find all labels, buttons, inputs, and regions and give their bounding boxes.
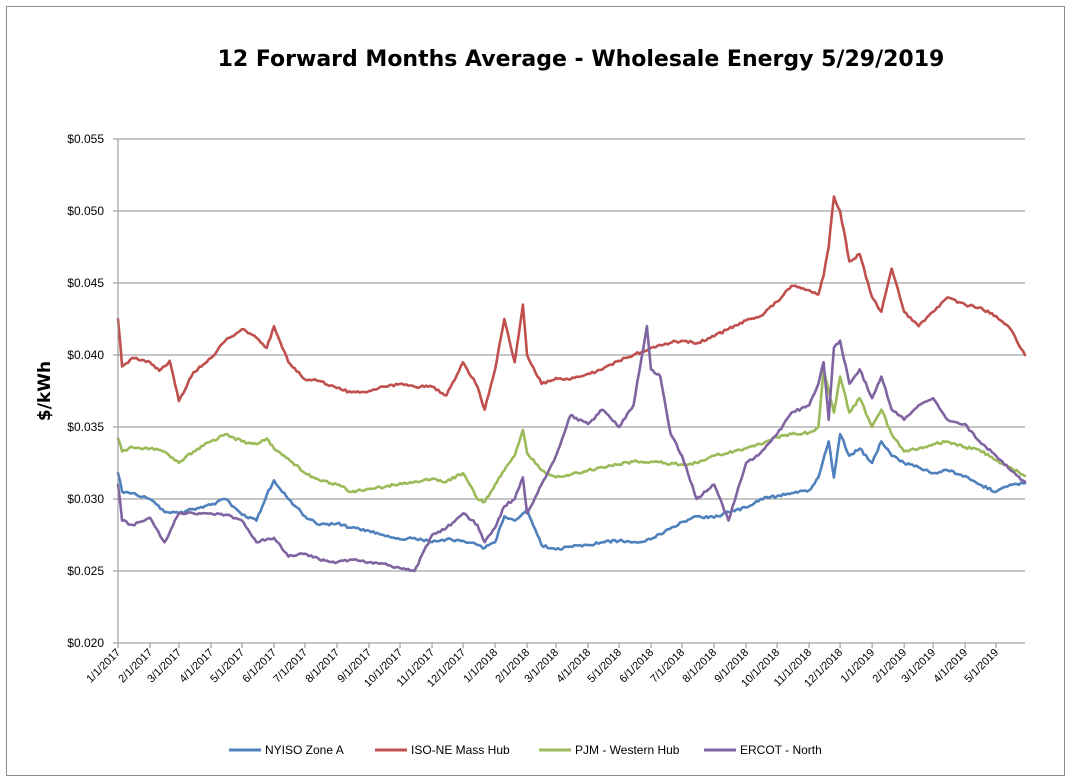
y-tick-label: $0.025	[67, 564, 104, 578]
y-tick-label: $0.045	[67, 276, 104, 290]
y-tick-label: $0.030	[67, 492, 104, 506]
legend-label: ERCOT - North	[740, 743, 822, 757]
x-tick-label: 8/1/2017	[303, 647, 342, 686]
x-tick-label: 5/1/2019	[962, 647, 1001, 686]
y-tick-label: $0.055	[67, 132, 104, 146]
axes	[117, 139, 1025, 644]
x-tick-label: 1/1/2017	[84, 647, 123, 686]
legend-label: PJM - Western Hub	[575, 743, 680, 757]
x-tick-label: 5/1/2017	[208, 647, 247, 686]
y-tick-label: $0.050	[67, 204, 104, 218]
grid-lines	[118, 138, 1025, 644]
series-line-1	[116, 432, 1027, 551]
x-tick-label: 1/1/2018	[461, 647, 500, 686]
series-line-2	[116, 195, 1027, 411]
x-tick-label: 7/1/2017	[271, 647, 310, 686]
x-tick-label: 1/1/2019	[838, 647, 877, 686]
legend-label: ISO-NE Mass Hub	[411, 743, 510, 757]
chart-frame	[6, 6, 1065, 776]
y-axis-label: $/kWh	[35, 361, 55, 421]
chart-title: 12 Forward Months Average - Wholesale En…	[218, 47, 945, 72]
series-line-3	[116, 368, 1027, 504]
y-tick-label: $0.040	[67, 348, 104, 362]
y-tick-label: $0.020	[67, 636, 104, 650]
x-tick-label: 8/1/2018	[680, 647, 719, 686]
x-axis-ticks: 1/1/20172/1/20173/1/20174/1/20175/1/2017…	[84, 643, 1001, 690]
y-axis-ticks: $0.020 $0.025 $0.030 $0.035 $0.040 $0.045 $0.0…	[67, 132, 118, 650]
legend-label: NYISO Zone A	[265, 743, 344, 757]
x-tick-label: 5/1/2018	[585, 647, 624, 686]
series-line-4	[116, 324, 1027, 573]
x-tick-label: 7/1/2018	[648, 647, 687, 686]
y-tick-label: $0.035	[67, 420, 104, 434]
plot-area	[116, 195, 1027, 573]
legend: NYISO Zone A ISO-NE Mass Hub PJM - Western…	[229, 743, 822, 757]
